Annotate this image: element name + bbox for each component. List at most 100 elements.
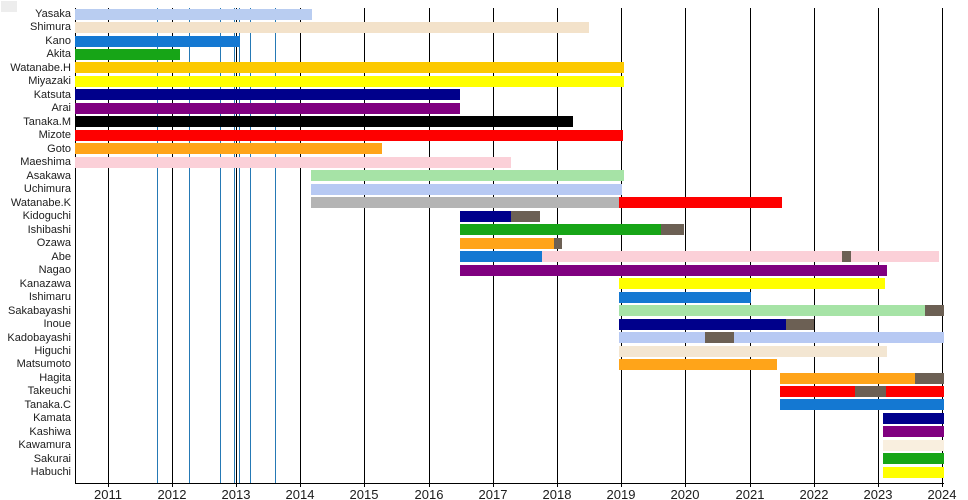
year-gridline xyxy=(878,8,879,483)
row-label: Kano xyxy=(45,34,71,47)
row-label: Mizote xyxy=(38,129,71,142)
timeline-bar-segment xyxy=(734,332,944,343)
timeline-bar-segment xyxy=(75,8,312,20)
x-axis-tick-label: 2016 xyxy=(414,487,444,500)
row-label: Ishibashi xyxy=(27,223,71,236)
x-axis-tick xyxy=(429,484,430,487)
timeline-bar-segment xyxy=(883,466,944,478)
timeline-bar-segment xyxy=(75,89,461,101)
timeline-bar-segment xyxy=(311,183,623,195)
row-label: Sakabayashi xyxy=(8,304,71,317)
row-label: Goto xyxy=(47,142,71,155)
timeline-bar-segment xyxy=(842,251,851,263)
timeline-bar-segment xyxy=(883,453,944,465)
x-axis-tick xyxy=(364,484,365,487)
row-label: Hagita xyxy=(39,371,71,384)
row-label: Miyazaki xyxy=(28,75,71,88)
timeline-bar-segment xyxy=(460,251,543,263)
row-label: Kamata xyxy=(33,412,71,425)
x-axis-tick-label: 2015 xyxy=(349,487,379,500)
row-label: Tanaka.C xyxy=(24,398,71,411)
row-label: Kashiwa xyxy=(29,425,71,438)
row-label: Inoue xyxy=(43,318,71,331)
row-label: Kidoguchi xyxy=(22,210,71,223)
year-gridline xyxy=(236,8,237,483)
timeline-bar-segment xyxy=(460,210,512,222)
row-label: Akita xyxy=(46,48,71,61)
x-axis-tick xyxy=(814,484,815,487)
event-marker-line xyxy=(250,8,251,483)
x-axis-tick-label: 2019 xyxy=(606,487,636,500)
timeline-bar-segment xyxy=(75,116,573,128)
x-axis-tick-label: 2020 xyxy=(670,487,700,500)
row-label: Watanabe.H xyxy=(10,61,71,74)
row-label: Asakawa xyxy=(26,169,71,182)
timeline-bar-segment xyxy=(619,332,705,343)
event-marker-line xyxy=(275,8,276,483)
row-label: Kanazawa xyxy=(19,277,71,290)
timeline-bar-segment xyxy=(75,156,512,168)
row-label: Matsumoto xyxy=(16,358,71,371)
timeline-bar-segment xyxy=(75,35,240,47)
x-axis-tick xyxy=(878,484,879,487)
timeline-bar-segment xyxy=(619,305,926,317)
year-gridline xyxy=(172,8,173,483)
row-label: Uchimura xyxy=(23,183,71,196)
x-axis-tick xyxy=(300,484,301,487)
timeline-bar-segment xyxy=(779,399,944,411)
timeline-bar-segment xyxy=(850,251,939,263)
row-label: Sakurai xyxy=(33,452,71,465)
year-gridline xyxy=(364,8,365,483)
timeline-bar-segment xyxy=(854,385,886,397)
row-label: Kadobayashi xyxy=(7,331,71,344)
timeline-bar-segment xyxy=(779,372,916,384)
timeline-bar-segment xyxy=(661,224,685,236)
row-label: Tanaka.M xyxy=(23,115,71,128)
timeline-bar-segment xyxy=(619,278,886,290)
x-axis-line xyxy=(75,483,944,484)
event-marker-line xyxy=(189,8,190,483)
row-label: Kawamura xyxy=(18,439,71,452)
x-axis-tick-label: 2013 xyxy=(221,487,251,500)
timeline-bar-segment xyxy=(883,439,944,451)
timeline-bar-segment xyxy=(619,345,887,357)
event-marker-line xyxy=(234,8,235,483)
row-label: Ozawa xyxy=(36,237,71,250)
x-axis-tick xyxy=(493,484,494,487)
timeline-bar-segment xyxy=(75,143,382,155)
x-axis-tick xyxy=(557,484,558,487)
row-label: Katsuta xyxy=(33,88,71,101)
timeline-bar-segment xyxy=(915,372,944,384)
timeline-bar-segment xyxy=(75,129,623,141)
row-label: Maeshima xyxy=(20,156,71,169)
row-label: Yasaka xyxy=(35,8,71,20)
x-axis-tick xyxy=(108,484,109,487)
x-axis-tick-label: 2024 xyxy=(927,487,957,500)
x-axis-tick xyxy=(750,484,751,487)
timeline-bar-segment xyxy=(619,291,751,303)
timeline-bar-segment xyxy=(311,197,620,209)
x-axis-tick-label: 2021 xyxy=(735,487,765,500)
timeline-bar-segment xyxy=(542,251,842,263)
timeline-bar-segment xyxy=(925,305,944,317)
x-axis-tick-label: 2018 xyxy=(542,487,572,500)
row-label: Ishimaru xyxy=(28,291,71,304)
row-label: Abe xyxy=(51,250,71,263)
timeline-bar-segment xyxy=(75,62,625,74)
event-marker-line xyxy=(157,8,158,483)
year-gridline xyxy=(429,8,430,483)
timeline-bar-segment xyxy=(786,318,814,330)
timeline-bar-segment xyxy=(511,210,541,222)
year-gridline xyxy=(621,8,622,483)
row-label: Takeuchi xyxy=(27,385,71,398)
timeline-bar-segment xyxy=(885,385,944,397)
x-axis-tick-label: 2017 xyxy=(478,487,508,500)
row-label: Nagao xyxy=(38,264,71,277)
row-label: Arai xyxy=(51,102,71,115)
x-axis-tick-label: 2022 xyxy=(799,487,829,500)
timeline-bar-segment xyxy=(883,426,944,438)
x-axis-tick xyxy=(942,484,943,487)
x-axis-tick xyxy=(236,484,237,487)
timeline-bar-segment xyxy=(460,237,555,249)
